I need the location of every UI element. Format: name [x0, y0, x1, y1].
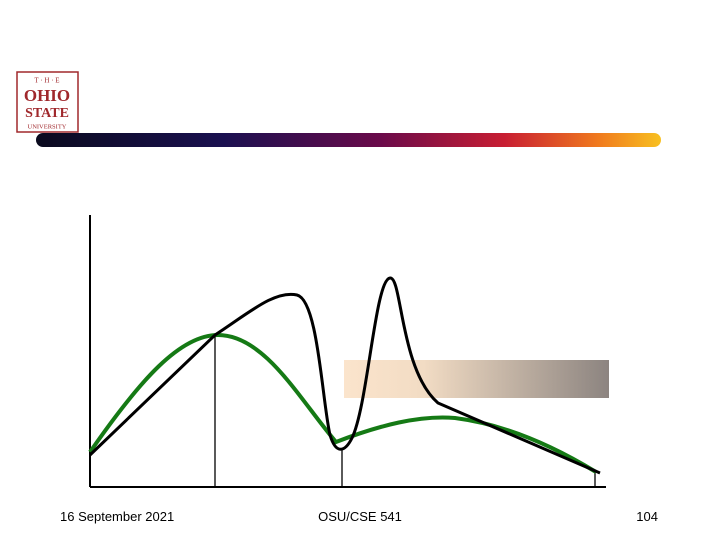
footer-page: 104: [636, 509, 658, 524]
logo-text: OHIO: [24, 86, 70, 105]
logo-text: UNIVERSITY: [28, 123, 67, 130]
logo-frame: [16, 71, 79, 133]
logo-text: STATE: [25, 106, 69, 121]
shaded-box: [344, 360, 609, 398]
logo-text: T · H · E: [34, 77, 59, 85]
black-curve: [88, 276, 601, 475]
green-curve: [88, 332, 598, 474]
axes: [89, 215, 606, 488]
logo: T · H · E OHIO STATE UNIVERSITY: [16, 71, 79, 133]
footer-date: 16 September 2021: [60, 509, 174, 524]
drop-lines: [214, 336, 596, 487]
header-band: [36, 133, 661, 147]
footer-course: OSU/CSE 541: [318, 509, 402, 524]
